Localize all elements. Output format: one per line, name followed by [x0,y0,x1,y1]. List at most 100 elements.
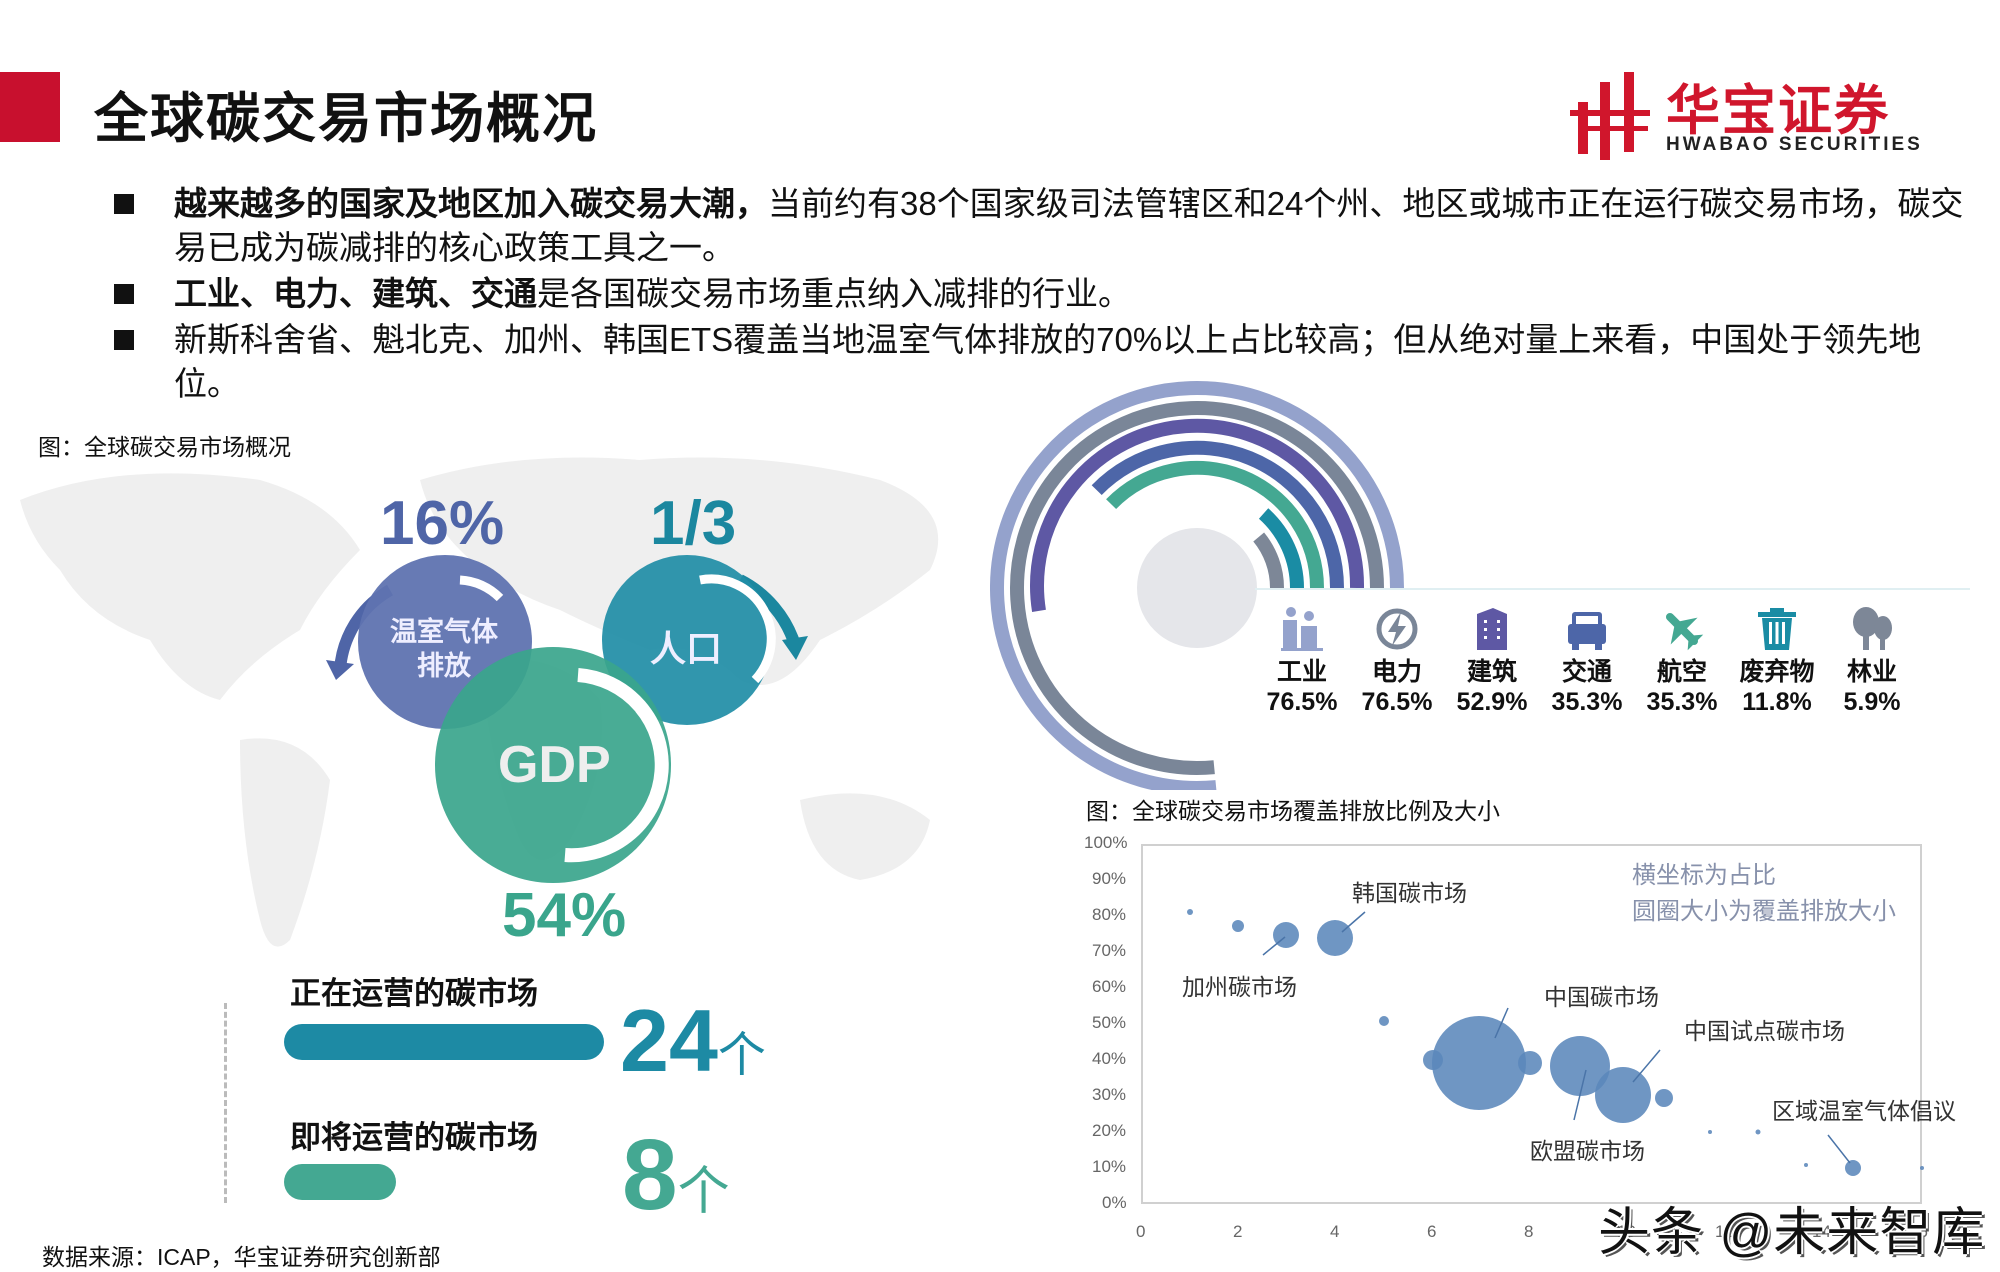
chart-note: 横坐标为占比 圆圈大小为覆盖排放大小 [1632,858,1896,930]
bubbles [1187,909,1924,1176]
upcoming-value: 8 [622,1119,678,1231]
sector-value: 35.3% [1646,688,1718,716]
building-icon [1477,608,1507,650]
logo-name-cn: 华宝证券 [1666,81,1890,141]
gdp-label: GDP [498,736,611,794]
arrow-down-right-icon [782,636,808,660]
x-tick: 14 [1812,1222,1831,1241]
upcoming-label: 即将运营的碳市场 [290,1120,538,1155]
emissions-value: 16% [380,489,505,558]
bullet-square-icon [114,284,134,304]
y-tick: 40% [1092,1049,1127,1068]
population-value: 1/3 [650,489,737,558]
venn-diagram: 16% 1/3 温室气体 排放 人口 GDP 54% [320,480,840,950]
sector-value: 52.9% [1456,688,1528,716]
sector-label: 交通 [1561,658,1612,686]
y-tick: 0% [1102,1193,1127,1212]
y-tick: 100% [1084,833,1128,852]
trash-icon [1758,608,1796,650]
bullet-text: 新斯科舍省、魁北克、加州、韩国ETS覆盖当地温室气体排放的70%以上占比较高；但… [174,321,1922,402]
sector-value: 76.5% [1361,688,1433,716]
bullet-item: 新斯科舍省、魁北克、加州、韩国ETS覆盖当地温室气体排放的70%以上占比较高；但… [110,318,1980,406]
sector-forestry: 林业 5.9% [1827,606,1917,717]
y-tick: 90% [1092,869,1127,888]
sector-radial-chart: 工业 76.5% 电力 76.5% 建筑 52.9% 交通 35.3% 航空 3… [990,370,2000,790]
x-tick: 4 [1330,1222,1340,1241]
watermark: 头条 @未来智库 [1598,1204,1986,1262]
sector-industry: 工业 76.5% [1257,606,1347,717]
arrow-down-left-icon [326,660,354,680]
note-line2: 圆圈大小为覆盖排放大小 [1632,898,1896,925]
bubble-chart: 100% 90% 8 0% 70% 60% 50% 40% 30% 20% 10%… [1070,830,2000,1270]
sector-label: 林业 [1846,658,1897,686]
label-rggi: 区域温室气体倡议 [1772,1098,1956,1124]
population-label: 人口 [650,628,723,669]
power-icon [1376,608,1418,650]
bullet-list: 越来越多的国家及地区加入碳交易大潮，当前约有38个国家级司法管辖区和24个州、地… [110,182,1980,408]
x-tick: 2 [1233,1222,1243,1241]
upcoming-bar [284,1164,396,1200]
bubble-chart-caption: 图：全球碳交易市场覆盖排放比例及大小 [1086,798,1500,824]
sector-aviation: 航空 35.3% [1637,606,1727,717]
airplane-icon [1665,612,1704,651]
operating-label: 正在运营的碳市场 [290,976,538,1011]
sector-label: 废弃物 [1739,658,1815,686]
bullet-bold-text: 工业、电力、建筑、交通 [174,275,537,312]
sector-building: 建筑 52.9% [1447,606,1537,717]
sector-label: 电力 [1371,658,1422,686]
title-accent-bar [0,72,60,142]
factory-icon [1281,607,1323,651]
sector-label: 工业 [1276,658,1327,686]
y-tick: 70% [1092,941,1127,960]
page-title: 全球碳交易市场概况 [94,89,598,149]
note-line1: 横坐标为占比 [1632,862,1776,889]
bullet-text: 是各国碳交易市场重点纳入减排的行业。 [537,275,1131,312]
venn-circles [326,555,808,883]
x-tick: 8 [1524,1222,1534,1241]
emissions-label-line2: 排放 [417,651,471,681]
bullet-square-icon [114,194,134,214]
emissions-label-line1: 温室气体 [390,617,498,647]
sector-label: 建筑 [1466,658,1517,686]
sector-label: 航空 [1656,658,1707,686]
operating-value: 24 [620,991,718,1090]
sector-value: 35.3% [1551,688,1623,716]
label-eu: 欧盟碳市场 [1530,1138,1645,1164]
label-california: 加州碳市场 [1182,974,1297,1000]
x-tick: 6 [1427,1222,1437,1241]
upcoming-count: 8个 [622,1118,730,1233]
bullet-bold-text: 越来越多的国家及地区加入碳交易大潮， [174,185,768,222]
x-tick: 16 [1909,1222,1928,1241]
radial-rings [990,381,1404,790]
car-icon [1568,612,1606,650]
y-tick: 50% [1092,1013,1127,1032]
bullet-square-icon [114,330,134,350]
bullet-item: 工业、电力、建筑、交通是各国碳交易市场重点纳入减排的行业。 [110,272,1980,316]
y-tick: 30% [1092,1085,1127,1104]
sector-value: 5.9% [1843,688,1901,716]
tree-icon [1853,607,1892,650]
operating-count: 24个 [620,990,766,1092]
x-tick: 0 [1136,1222,1146,1241]
y-tick: 20% [1092,1121,1127,1140]
sector-value: 11.8% [1742,688,1812,716]
sector-waste: 废弃物 11.8% [1732,606,1822,717]
label-korea: 韩国碳市场 [1352,880,1467,906]
x-tick: 12 [1715,1222,1734,1241]
operating-unit: 个 [717,1029,766,1082]
y-tick: 10% [1092,1157,1127,1176]
left-figure-caption: 图：全球碳交易市场概况 [38,434,291,460]
operating-bar [284,1024,604,1060]
logo-name-en: HWABAO SECURITIES [1666,134,1923,155]
hwabao-logo-icon [1570,72,1650,160]
plot-area [1141,844,1922,1204]
y-tick: 60% [1092,977,1127,996]
sector-transport: 交通 35.3% [1542,606,1632,717]
company-logo: 华宝证券 HWABAO SECURITIES [1570,64,1950,164]
gdp-value: 54% [502,881,627,950]
source-note: 数据来源：ICAP，华宝证券研究创新部 [42,1244,441,1270]
label-china-pilot: 中国试点碳市场 [1684,1018,1845,1044]
dashed-divider [224,1003,227,1203]
sector-power: 电力 76.5% [1352,606,1442,717]
label-china: 中国碳市场 [1544,984,1659,1010]
